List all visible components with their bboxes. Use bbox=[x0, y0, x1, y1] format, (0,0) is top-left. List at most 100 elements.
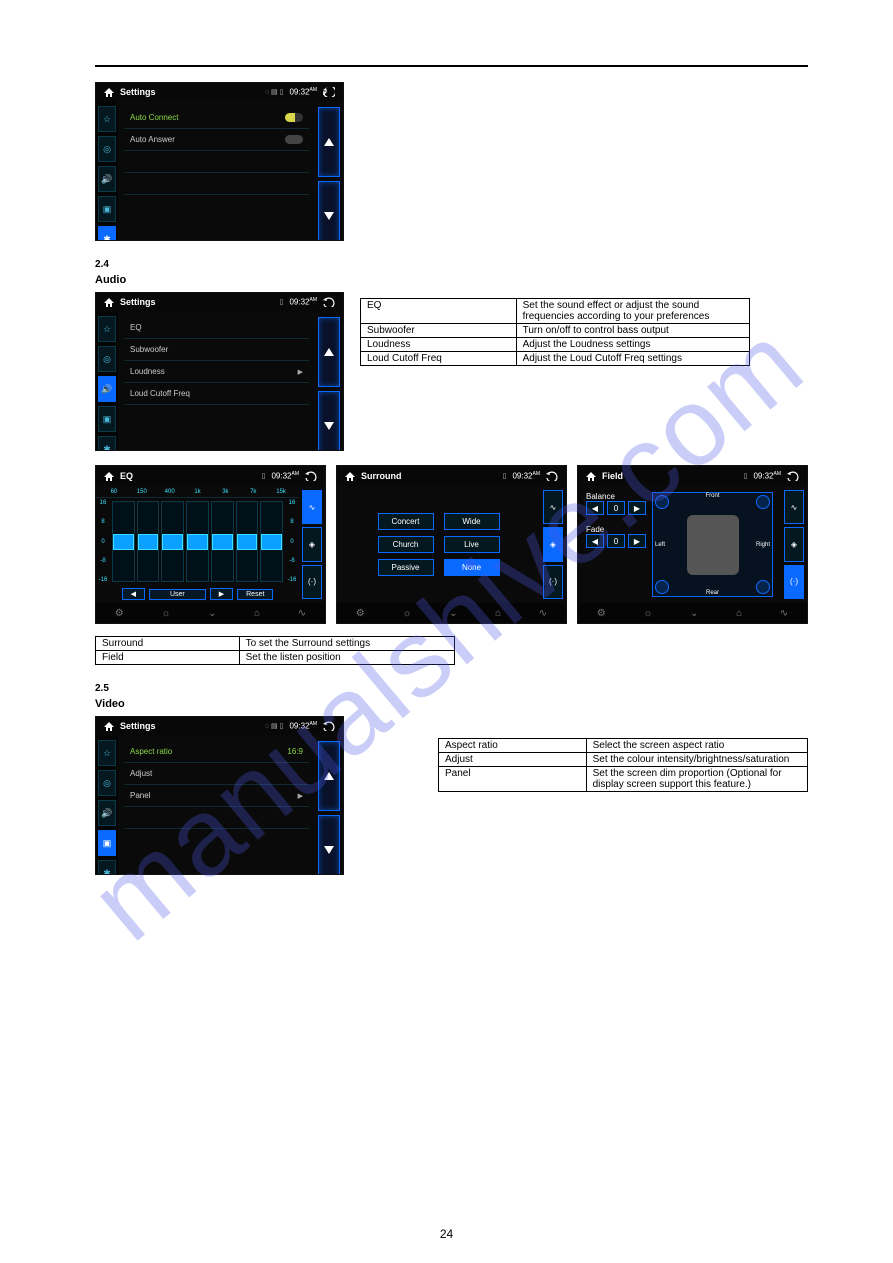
tab-favorites-icon[interactable]: ☆ bbox=[98, 316, 116, 342]
clock: 09:32AM bbox=[753, 471, 781, 481]
settings-list: Auto Connect Auto Answer bbox=[118, 101, 315, 241]
shot-header: Settings ◌ ▤ ▯ 09:32AM bbox=[96, 83, 343, 101]
row-auto-answer[interactable]: Auto Answer bbox=[124, 129, 309, 151]
video-settings-screenshot: Settings ◌ ▤ ▯ 09:32AM ☆ ◎ 🔊 ▣ ✱ Aspect … bbox=[95, 716, 344, 875]
scroll-up-button[interactable] bbox=[318, 317, 340, 387]
row-adjust[interactable]: Adjust bbox=[124, 763, 309, 785]
balance-fade-controls: Balance ◀ 0 ▶ Fade ◀ 0 bbox=[586, 492, 646, 597]
scroll-down-button[interactable] bbox=[318, 815, 340, 875]
scroll-up-button[interactable] bbox=[318, 107, 340, 177]
clock: 09:32AM bbox=[289, 87, 317, 97]
back-icon[interactable] bbox=[787, 471, 799, 481]
table-cell: Subwoofer bbox=[361, 324, 517, 338]
tab-audio-icon[interactable]: 🔊 bbox=[98, 166, 116, 192]
back-icon[interactable] bbox=[323, 721, 335, 731]
surround-church-button[interactable]: Church bbox=[378, 536, 434, 553]
tab-bluetooth-icon[interactable]: ✱ bbox=[98, 860, 116, 875]
home-icon bbox=[104, 472, 114, 481]
speaker-rl-icon bbox=[655, 580, 669, 594]
eq-sliders[interactable] bbox=[110, 498, 285, 585]
row-aspect-ratio[interactable]: Aspect ratio 16:9 bbox=[124, 741, 309, 763]
back-icon[interactable] bbox=[323, 297, 335, 307]
tab-audio-icon[interactable]: 🔊 bbox=[98, 376, 116, 402]
row-loudness[interactable]: Loudness▶ bbox=[124, 361, 309, 383]
fade-down-button[interactable]: ◀ bbox=[586, 534, 604, 548]
surround-options: Concert Wide Church Live Passive None bbox=[337, 486, 540, 603]
home-icon bbox=[104, 298, 114, 307]
section-number: 2.4 bbox=[95, 259, 808, 270]
tab-favorites-icon[interactable]: ☆ bbox=[98, 740, 116, 766]
eq-next-button[interactable]: ▶ bbox=[210, 588, 233, 600]
top-rule bbox=[95, 65, 808, 67]
tab-video-icon[interactable]: ▣ bbox=[98, 196, 116, 222]
tab-video-icon[interactable]: ▣ bbox=[98, 830, 116, 856]
shot-title: Field bbox=[602, 471, 623, 481]
eq-prev-button[interactable]: ◀ bbox=[122, 588, 145, 600]
table-cell: Field bbox=[96, 651, 240, 665]
tab-video-icon[interactable]: ▣ bbox=[98, 406, 116, 432]
tab-audio-icon[interactable]: 🔊 bbox=[98, 800, 116, 826]
page-number: 24 bbox=[0, 1227, 893, 1241]
chevron-right-icon: ▶ bbox=[298, 792, 303, 800]
eq-mode-buttons: ∿ ◈ (·) bbox=[299, 486, 325, 603]
eq-mode-eq-icon[interactable]: ∿ bbox=[302, 490, 322, 524]
surround-none-button[interactable]: None bbox=[444, 559, 500, 576]
tab-bluetooth-icon[interactable]: ✱ bbox=[98, 226, 116, 241]
eq-reset-button[interactable]: Reset bbox=[237, 589, 273, 600]
table-cell: Panel bbox=[439, 767, 587, 792]
tab-bluetooth-icon[interactable]: ✱ bbox=[98, 436, 116, 451]
table-cell: Set the colour intensity/brightness/satu… bbox=[586, 753, 807, 767]
balance-right-button[interactable]: ▶ bbox=[628, 501, 646, 515]
tab-general-icon[interactable]: ◎ bbox=[98, 346, 116, 372]
mode-surround-icon[interactable]: ◈ bbox=[543, 527, 563, 561]
scroll-down-button[interactable] bbox=[318, 181, 340, 241]
tab-general-icon[interactable]: ◎ bbox=[98, 136, 116, 162]
eq-mode-surround-icon[interactable]: ◈ bbox=[302, 527, 322, 561]
table-cell: Turn on/off to control bass output bbox=[516, 324, 749, 338]
table-cell: Loud Cutoff Freq bbox=[361, 352, 517, 366]
row-value: 16:9 bbox=[287, 747, 303, 756]
tab-general-icon[interactable]: ◎ bbox=[98, 770, 116, 796]
seat-icon bbox=[687, 515, 739, 575]
table-cell: Loudness bbox=[361, 338, 517, 352]
toggle-off-icon[interactable] bbox=[285, 135, 303, 144]
mode-eq-icon[interactable]: ∿ bbox=[784, 490, 804, 524]
row-label: Loud Cutoff Freq bbox=[130, 389, 190, 398]
surround-live-button[interactable]: Live bbox=[444, 536, 500, 553]
rear-label: Rear bbox=[706, 590, 719, 596]
field-position-map[interactable]: Front Rear Left Right bbox=[652, 492, 773, 597]
row-eq[interactable]: EQ bbox=[124, 317, 309, 339]
mode-field-icon[interactable]: (·) bbox=[543, 565, 563, 599]
speaker-rr-icon bbox=[756, 580, 770, 594]
tab-favorites-icon[interactable]: ☆ bbox=[98, 106, 116, 132]
fade-up-button[interactable]: ▶ bbox=[628, 534, 646, 548]
mode-surround-icon[interactable]: ◈ bbox=[784, 527, 804, 561]
field-screenshot: Field ▯ 09:32AM Balance ◀ 0 ▶ bbox=[577, 465, 808, 624]
section-heading: Audio bbox=[95, 274, 808, 286]
scroll-up-button[interactable] bbox=[318, 741, 340, 811]
balance-left-button[interactable]: ◀ bbox=[586, 501, 604, 515]
surround-wide-button[interactable]: Wide bbox=[444, 513, 500, 530]
eq-band-labels: 601504001k3k7k15k bbox=[96, 486, 299, 498]
row-label: Auto Answer bbox=[130, 135, 175, 144]
side-tabs: ☆ ◎ 🔊 ▣ ✱ bbox=[96, 101, 118, 241]
row-empty bbox=[124, 195, 309, 217]
row-auto-connect[interactable]: Auto Connect bbox=[124, 107, 309, 129]
row-panel[interactable]: Panel▶ bbox=[124, 785, 309, 807]
mode-eq-icon[interactable]: ∿ bbox=[543, 490, 563, 524]
toggle-on-icon[interactable] bbox=[285, 113, 303, 122]
row-loud-cutoff[interactable]: Loud Cutoff Freq bbox=[124, 383, 309, 405]
back-icon[interactable] bbox=[323, 87, 335, 97]
mode-field-icon[interactable]: (·) bbox=[784, 565, 804, 599]
right-label: Right bbox=[756, 542, 770, 548]
back-icon[interactable] bbox=[546, 471, 558, 481]
surround-passive-button[interactable]: Passive bbox=[378, 559, 434, 576]
surround-concert-button[interactable]: Concert bbox=[378, 513, 434, 530]
eq-preset-label[interactable]: User bbox=[149, 589, 206, 600]
row-subwoofer[interactable]: Subwoofer bbox=[124, 339, 309, 361]
surround-screenshot: Surround ▯ 09:32AM Concert Wide Church L… bbox=[336, 465, 567, 624]
scroll-down-button[interactable] bbox=[318, 391, 340, 451]
eq-mode-field-icon[interactable]: (·) bbox=[302, 565, 322, 599]
back-icon[interactable] bbox=[305, 471, 317, 481]
header-status-icons: ◌ ▤ ▯ bbox=[265, 722, 284, 730]
